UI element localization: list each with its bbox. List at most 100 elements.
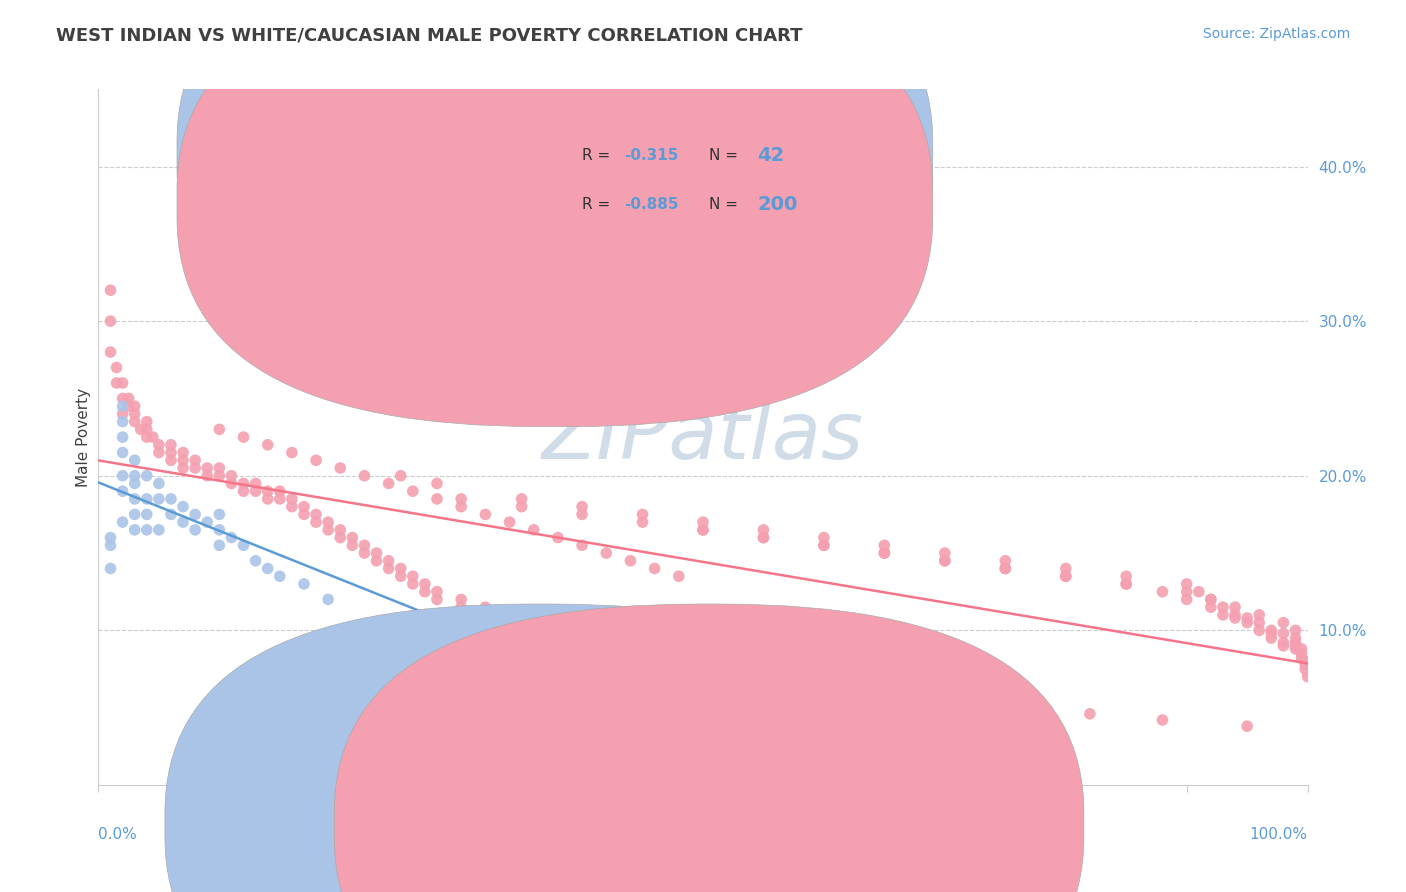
Point (631, 508, 654, 522)
Point (342, 538, 364, 552)
Text: 200: 200 (758, 194, 797, 213)
Point (510, 491, 533, 506)
Point (619, 639, 641, 653)
Point (571, 538, 593, 552)
Point (873, 546, 896, 560)
Point (474, 607, 496, 622)
Point (292, 500, 315, 514)
Point (292, 577, 315, 591)
Point (329, 461, 352, 475)
Point (389, 561, 412, 575)
Point (1223, 600, 1246, 615)
Point (1260, 631, 1282, 645)
Point (305, 508, 328, 522)
Text: 0.0%: 0.0% (98, 827, 138, 842)
Point (934, 554, 956, 568)
Point (124, 508, 146, 522)
Point (1175, 577, 1198, 591)
Point (245, 476, 267, 491)
Point (1284, 624, 1306, 638)
Point (105, 376, 128, 390)
Point (873, 538, 896, 552)
Point (111, 392, 134, 406)
Point (631, 515, 654, 529)
Point (1236, 611, 1258, 625)
Point (281, 500, 304, 514)
Point (813, 670, 835, 684)
Point (716, 654, 738, 668)
Point (100, 283, 122, 297)
Point (450, 600, 472, 615)
Point (1115, 569, 1137, 583)
Point (160, 445, 183, 459)
Point (1249, 615, 1271, 630)
Point (256, 491, 278, 506)
Point (1291, 641, 1313, 656)
Point (1249, 607, 1271, 622)
Point (105, 360, 128, 375)
Point (124, 468, 146, 483)
Point (111, 430, 134, 444)
Point (837, 677, 859, 691)
Point (221, 468, 243, 483)
Point (135, 491, 157, 506)
Point (1054, 569, 1077, 583)
Point (450, 491, 472, 506)
Point (111, 376, 134, 390)
Text: 100.0%: 100.0% (1250, 827, 1308, 842)
Point (1175, 592, 1198, 607)
Point (692, 523, 714, 537)
Point (692, 515, 714, 529)
FancyBboxPatch shape (177, 0, 932, 378)
Point (135, 430, 157, 444)
Point (498, 615, 520, 630)
Point (934, 693, 956, 707)
Text: 42: 42 (758, 145, 785, 165)
Point (571, 670, 593, 684)
Point (269, 484, 291, 499)
Point (644, 647, 666, 661)
Point (124, 523, 146, 537)
Point (221, 476, 243, 491)
Point (595, 639, 617, 653)
Point (1188, 584, 1211, 599)
Point (389, 468, 412, 483)
Point (886, 685, 908, 699)
Point (377, 561, 399, 575)
Point (184, 523, 207, 537)
Point (523, 523, 546, 537)
Point (366, 546, 388, 560)
Point (124, 399, 146, 413)
Point (135, 415, 157, 429)
Point (873, 546, 896, 560)
Point (353, 468, 375, 483)
Point (1212, 607, 1234, 622)
Point (256, 561, 278, 575)
Point (208, 422, 231, 436)
Point (232, 484, 254, 499)
Point (1054, 561, 1077, 575)
Point (353, 546, 375, 560)
Point (269, 491, 291, 506)
Point (644, 561, 666, 575)
Point (148, 438, 170, 452)
Point (1223, 611, 1246, 625)
Point (994, 561, 1017, 575)
Point (523, 624, 546, 638)
Point (172, 453, 194, 467)
Point (1115, 577, 1137, 591)
Point (232, 430, 254, 444)
Point (124, 476, 146, 491)
Point (692, 693, 714, 707)
Point (195, 461, 218, 475)
Point (426, 491, 449, 506)
Point (232, 476, 254, 491)
Point (1175, 584, 1198, 599)
Point (1152, 584, 1174, 599)
Point (124, 453, 146, 467)
Point (1284, 639, 1306, 653)
Point (377, 476, 399, 491)
Point (474, 600, 496, 615)
Point (523, 615, 546, 630)
Point (789, 670, 811, 684)
